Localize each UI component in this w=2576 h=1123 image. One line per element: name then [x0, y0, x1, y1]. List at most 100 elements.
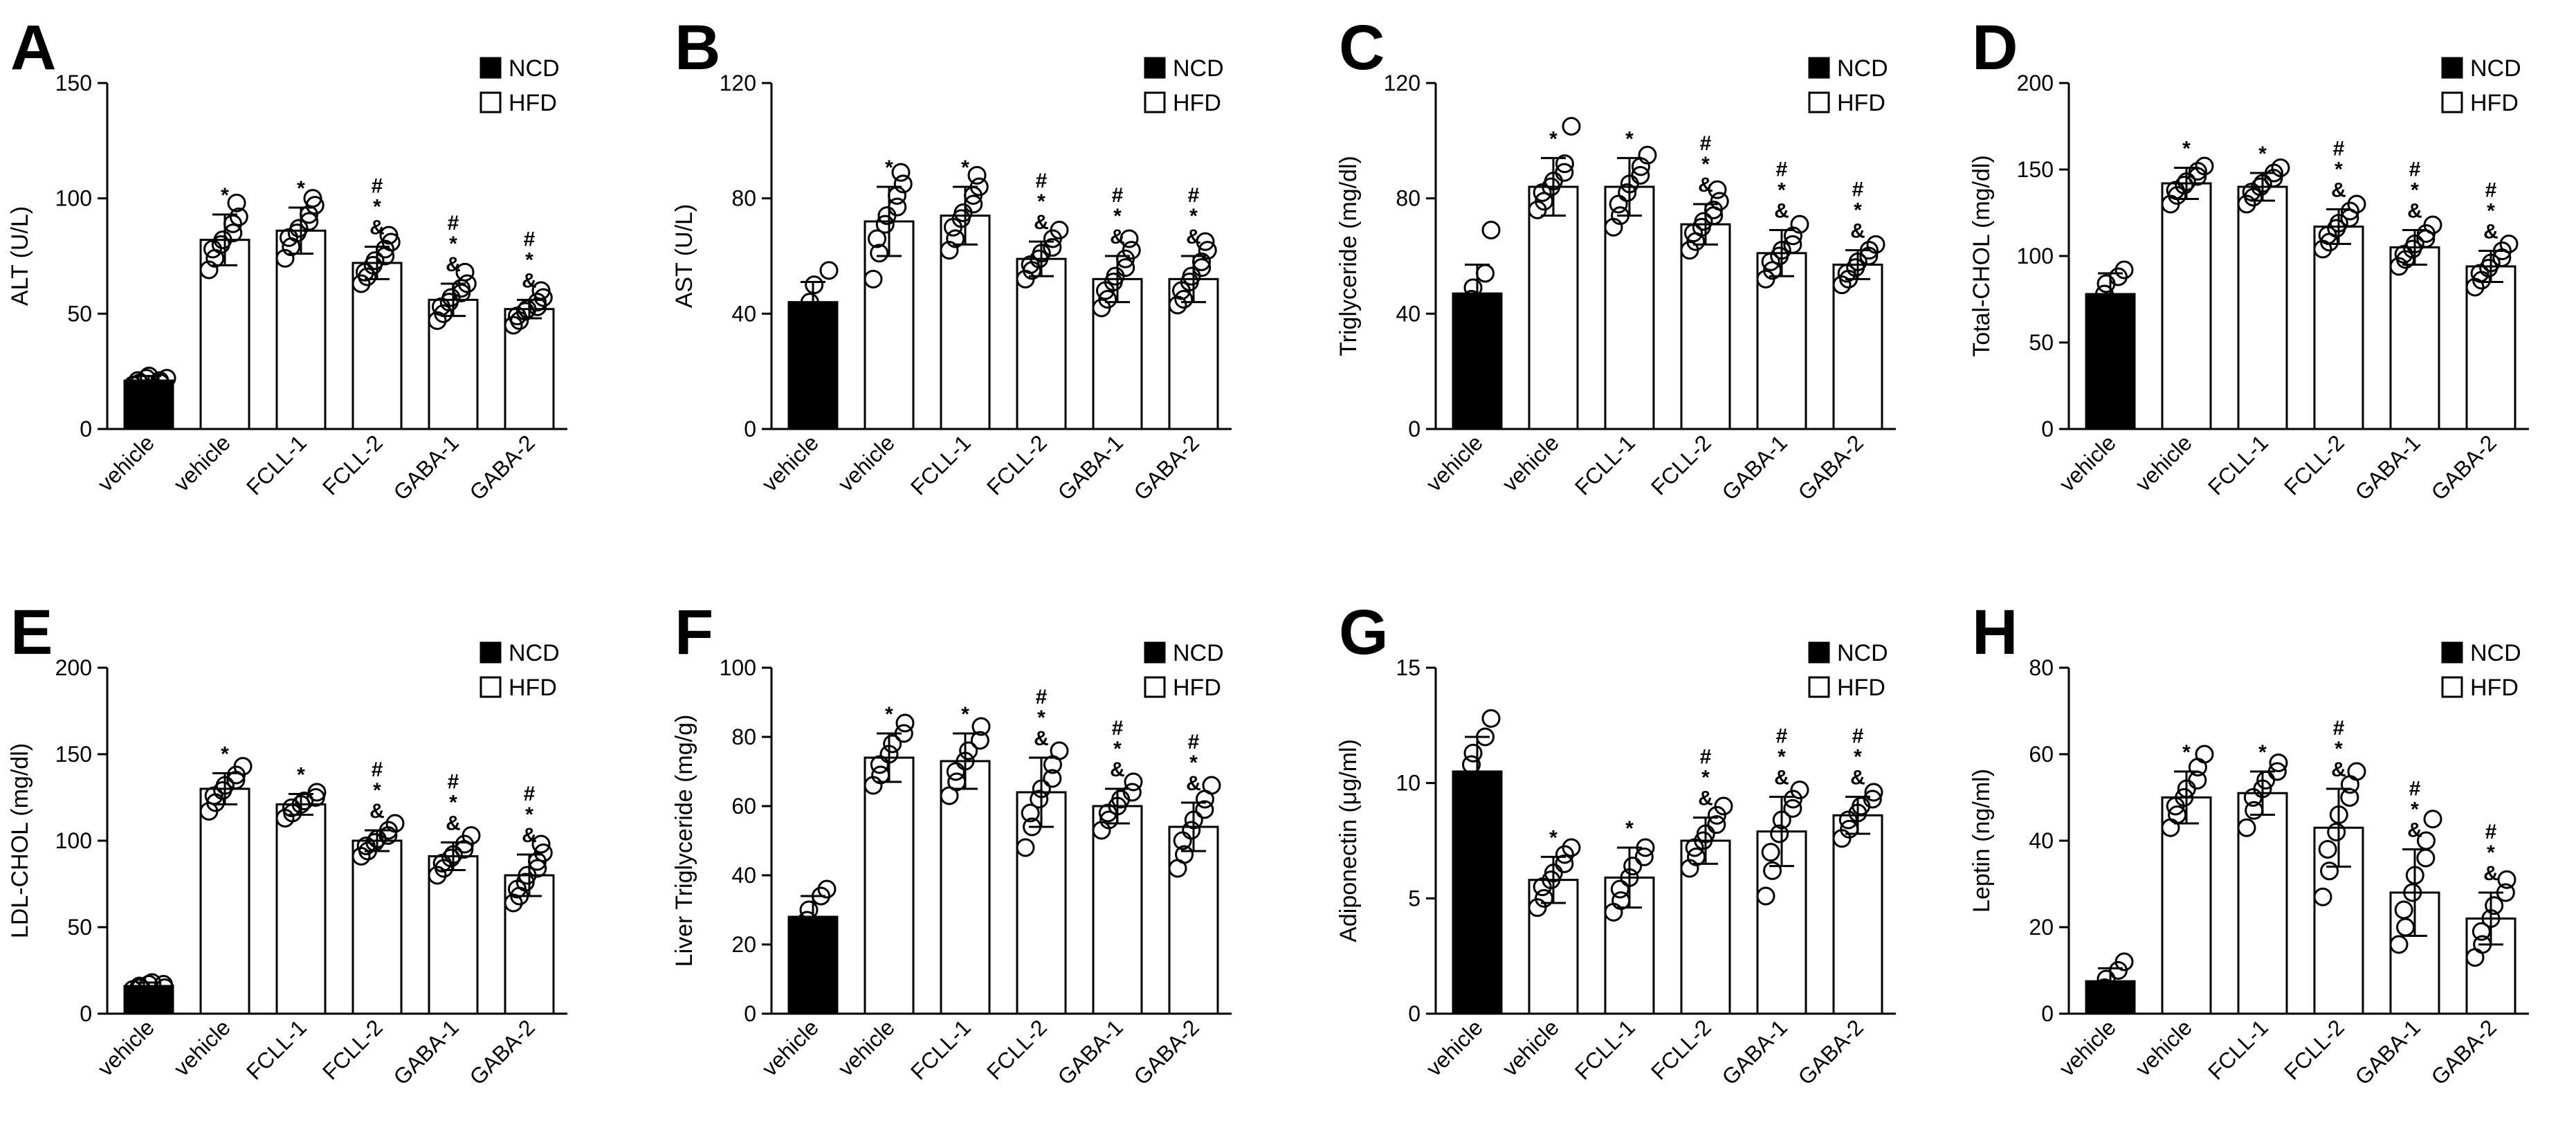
data-point [1481, 221, 1501, 239]
x-tick-label: FCLL-2 [1646, 1014, 1716, 1084]
data-point [1021, 803, 1040, 823]
data-point [1202, 776, 1221, 795]
data-point [959, 741, 978, 760]
y-tick-label: 200 [2017, 71, 2054, 95]
y-tick-label: 0 [744, 1001, 756, 1026]
y-axis-label: Liver Triglyceride (mg/g) [671, 715, 697, 967]
x-tick-label: FCLL-2 [2279, 1014, 2349, 1084]
significance-mark: * [885, 156, 893, 179]
y-tick-label: 50 [67, 915, 92, 940]
data-point [1462, 290, 1481, 309]
data-point [1687, 847, 1706, 866]
x-tick-label: vehicle [757, 430, 823, 496]
data-point [143, 973, 162, 992]
data-point [518, 866, 537, 885]
data-point [800, 293, 819, 312]
y-tick-label: 200 [55, 655, 92, 680]
data-point [1623, 857, 1643, 876]
data-point [1030, 789, 1049, 809]
data-point [444, 845, 463, 864]
panel-letter: E [10, 597, 53, 668]
data-point [504, 893, 523, 913]
y-tick-label: 0 [80, 417, 92, 441]
data-point [1631, 165, 1650, 185]
significance-mark: * [2335, 158, 2343, 181]
x-tick-label: vehicle [833, 1014, 899, 1081]
y-axis-label: Triglyceride (mg/dl) [1335, 156, 1362, 356]
bar [199, 787, 250, 1015]
data-point [1192, 252, 1211, 271]
data-point [1838, 810, 1858, 830]
data-point [457, 274, 477, 293]
data-point [2114, 952, 2134, 971]
x-tick-label: GABA-1 [388, 1014, 463, 1089]
data-point [385, 814, 405, 833]
data-point [2481, 909, 2501, 928]
significance-mark: & [1110, 226, 1125, 248]
y-tick-label: 20 [2029, 915, 2054, 940]
data-point [1198, 241, 1217, 260]
data-point [1050, 741, 1069, 760]
data-point [1618, 183, 1637, 202]
y-tick-label: 50 [67, 301, 92, 326]
data-point [787, 921, 807, 940]
x-tick-label: GABA-2 [2426, 1014, 2501, 1089]
data-point [157, 369, 176, 388]
significance-mark: & [1034, 727, 1049, 750]
data-point [1043, 238, 1062, 257]
chart-panel-b: B 0 40 80 120 AST (U/L) vehicle * vehicle * FCLL-1… [671, 12, 1232, 505]
data-point [2097, 274, 2116, 293]
significance-mark: * [373, 196, 381, 219]
legend-label-hfd: HFD [1837, 90, 1885, 116]
x-tick-label: GABA-2 [1793, 430, 1867, 504]
significance-mark: # [1852, 725, 1864, 748]
significance-mark: * [2411, 179, 2419, 202]
data-point [1196, 232, 1215, 251]
legend-swatch-ncd [2441, 57, 2463, 79]
data-point [2347, 762, 2366, 781]
data-point [515, 302, 535, 321]
data-point [2492, 241, 2512, 260]
data-point [1544, 864, 1563, 883]
x-tick-label: FCLL-2 [1646, 430, 1716, 500]
significance-mark: * [2487, 841, 2495, 864]
bar [275, 803, 327, 1015]
chart-panel-c: C 0 40 80 120 Triglyceride (mg/dl) vehicle * veh… [1335, 12, 1896, 505]
x-tick-label: vehicle [169, 430, 235, 496]
y-tick-label: 0 [80, 1001, 92, 1026]
significance-mark: & [369, 800, 385, 823]
y-tick-label: 40 [731, 301, 756, 326]
data-point [1696, 824, 1715, 843]
data-point [2175, 176, 2194, 194]
bar [1604, 185, 1655, 430]
significance-mark: * [1113, 738, 1122, 760]
x-tick-label: GABA-2 [464, 430, 539, 504]
significance-mark: & [2331, 179, 2346, 202]
x-tick-label: FCLL-2 [982, 1014, 1052, 1084]
bar [1756, 252, 1807, 430]
x-tick-label: FCLL-2 [982, 430, 1052, 500]
significance-mark: # [2409, 778, 2421, 801]
y-tick-label: 40 [731, 863, 756, 888]
data-point [2195, 156, 2214, 176]
panel-letter: F [675, 597, 713, 668]
data-point [1192, 258, 1212, 277]
legend-label-ncd: NCD [2470, 55, 2521, 82]
legend-label-ncd: NCD [509, 640, 560, 666]
data-point [875, 214, 895, 234]
x-tick-label: vehicle [93, 430, 159, 496]
data-point [1694, 212, 1713, 231]
significance-mark: & [446, 812, 461, 835]
data-point [1783, 789, 1802, 809]
significance-mark: * [449, 232, 457, 255]
data-point [1032, 244, 1051, 263]
significance-mark: # [372, 175, 383, 198]
y-tick-label: 60 [2029, 742, 2054, 767]
data-point [1555, 854, 1574, 873]
bar [2237, 792, 2288, 1015]
x-tick-label: vehicle [833, 430, 899, 496]
x-tick-label: GABA-2 [2426, 430, 2501, 504]
bar [940, 214, 991, 430]
legend-label-ncd: NCD [1837, 55, 1888, 82]
x-tick-label: GABA-1 [388, 430, 463, 504]
